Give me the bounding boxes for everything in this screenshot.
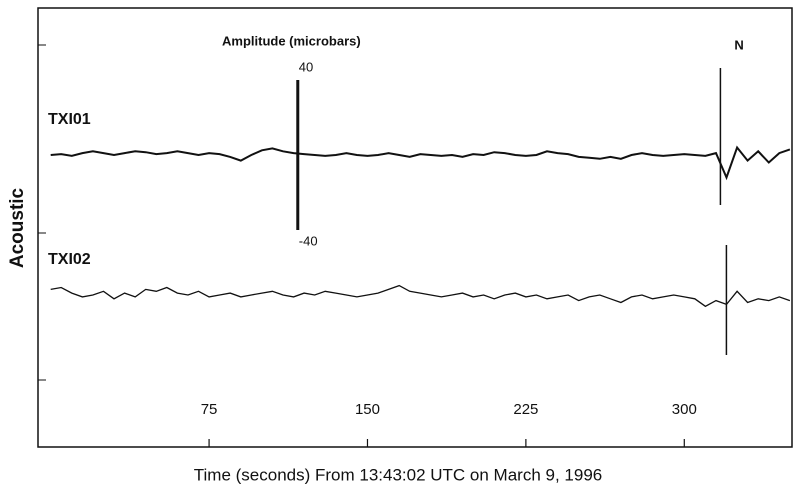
series-label: TXI02 [48,251,91,268]
plot-frame [37,7,793,448]
marker-label: N [734,37,743,52]
x-tick-label: 225 [513,401,538,418]
x-tick-label: 300 [672,401,697,418]
y-axis-label: Acoustic [7,187,28,268]
x-axis-label: Time (seconds) From 13:43:02 UTC on Marc… [194,465,602,484]
x-tick-label: 75 [201,401,218,418]
scale-bar-max: 40 [299,59,313,74]
waveform-trace [50,145,791,181]
x-tick-label: 150 [355,401,380,418]
series-label: TXI01 [48,111,91,128]
scale-bar-label: Amplitude (microbars) [222,33,361,48]
scale-bar-min: -40 [299,233,318,248]
waveform-trace [50,284,791,308]
